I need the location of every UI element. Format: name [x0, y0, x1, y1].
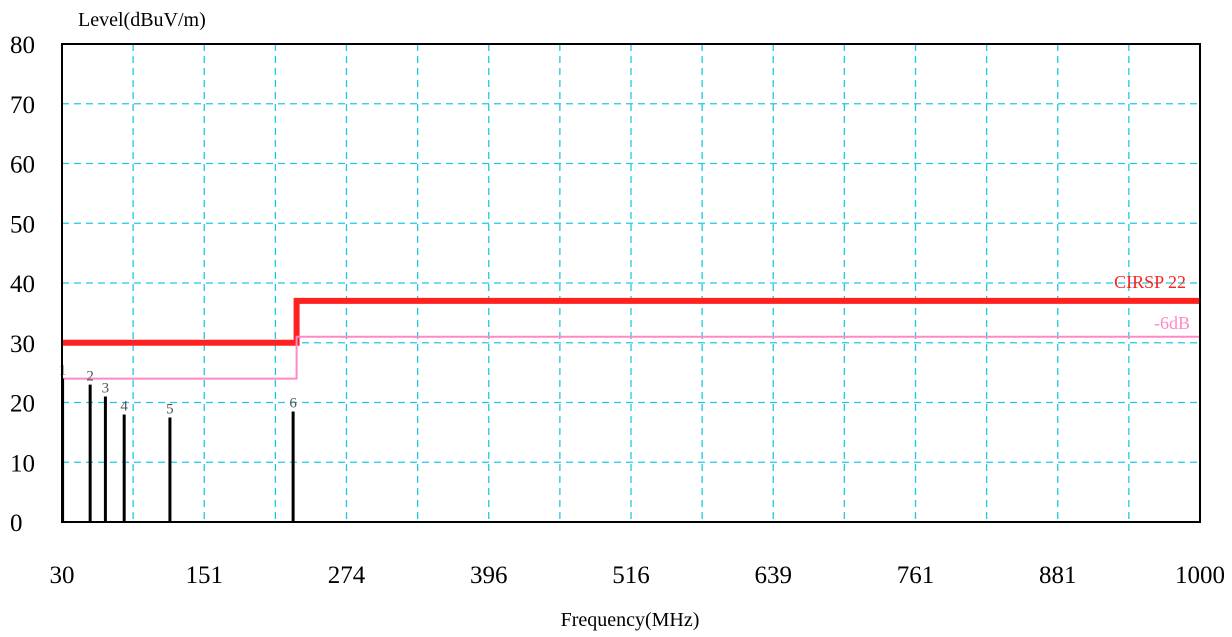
- y-tick-label: 40: [10, 271, 35, 298]
- margin-line-label: -6dB: [1154, 313, 1190, 333]
- marker-label: 2: [86, 369, 94, 385]
- marker-label: 4: [120, 398, 128, 414]
- x-tick-label: 396: [470, 562, 508, 589]
- grid-lines: [62, 44, 1200, 522]
- y-tick-label: 50: [10, 211, 35, 238]
- x-tick-label: 639: [755, 562, 793, 589]
- marker-label: 5: [166, 401, 174, 417]
- y-tick-label: 0: [10, 510, 23, 537]
- x-tick-label: 30: [50, 562, 75, 589]
- x-tick-label: 1000: [1175, 562, 1225, 589]
- tick-labels: 0 10 20 30 40 50 60 70 80 30 151 274 396 516 639 761 881…: [10, 32, 1225, 589]
- marker-label: 6: [289, 395, 297, 411]
- x-tick-label: 151: [186, 562, 224, 589]
- y-axis-title: Level(dBuV/m): [78, 9, 206, 31]
- limit-line-label: CIRSP 22: [1114, 272, 1186, 292]
- y-tick-label: 60: [10, 152, 35, 179]
- x-tick-label: 516: [612, 562, 650, 589]
- y-tick-label: 30: [10, 331, 35, 358]
- margin-line: [62, 335, 1200, 380]
- plot-frame: [61, 43, 1201, 523]
- x-tick-label: 274: [328, 562, 366, 589]
- y-tick-label: 80: [10, 32, 35, 59]
- y-tick-label: 20: [10, 391, 35, 418]
- y-tick-label: 10: [10, 450, 35, 477]
- measurement-markers: 1 234 5 6: [59, 363, 297, 522]
- x-tick-label: 881: [1039, 562, 1077, 589]
- x-axis-title: Frequency(MHz): [561, 609, 700, 631]
- marker-label: 3: [102, 381, 110, 397]
- x-tick-label: 761: [897, 562, 935, 589]
- limit-line: [62, 297, 1200, 346]
- y-tick-label: 70: [10, 92, 35, 119]
- limit-lines: CIRSP 22 -6dB: [62, 272, 1200, 380]
